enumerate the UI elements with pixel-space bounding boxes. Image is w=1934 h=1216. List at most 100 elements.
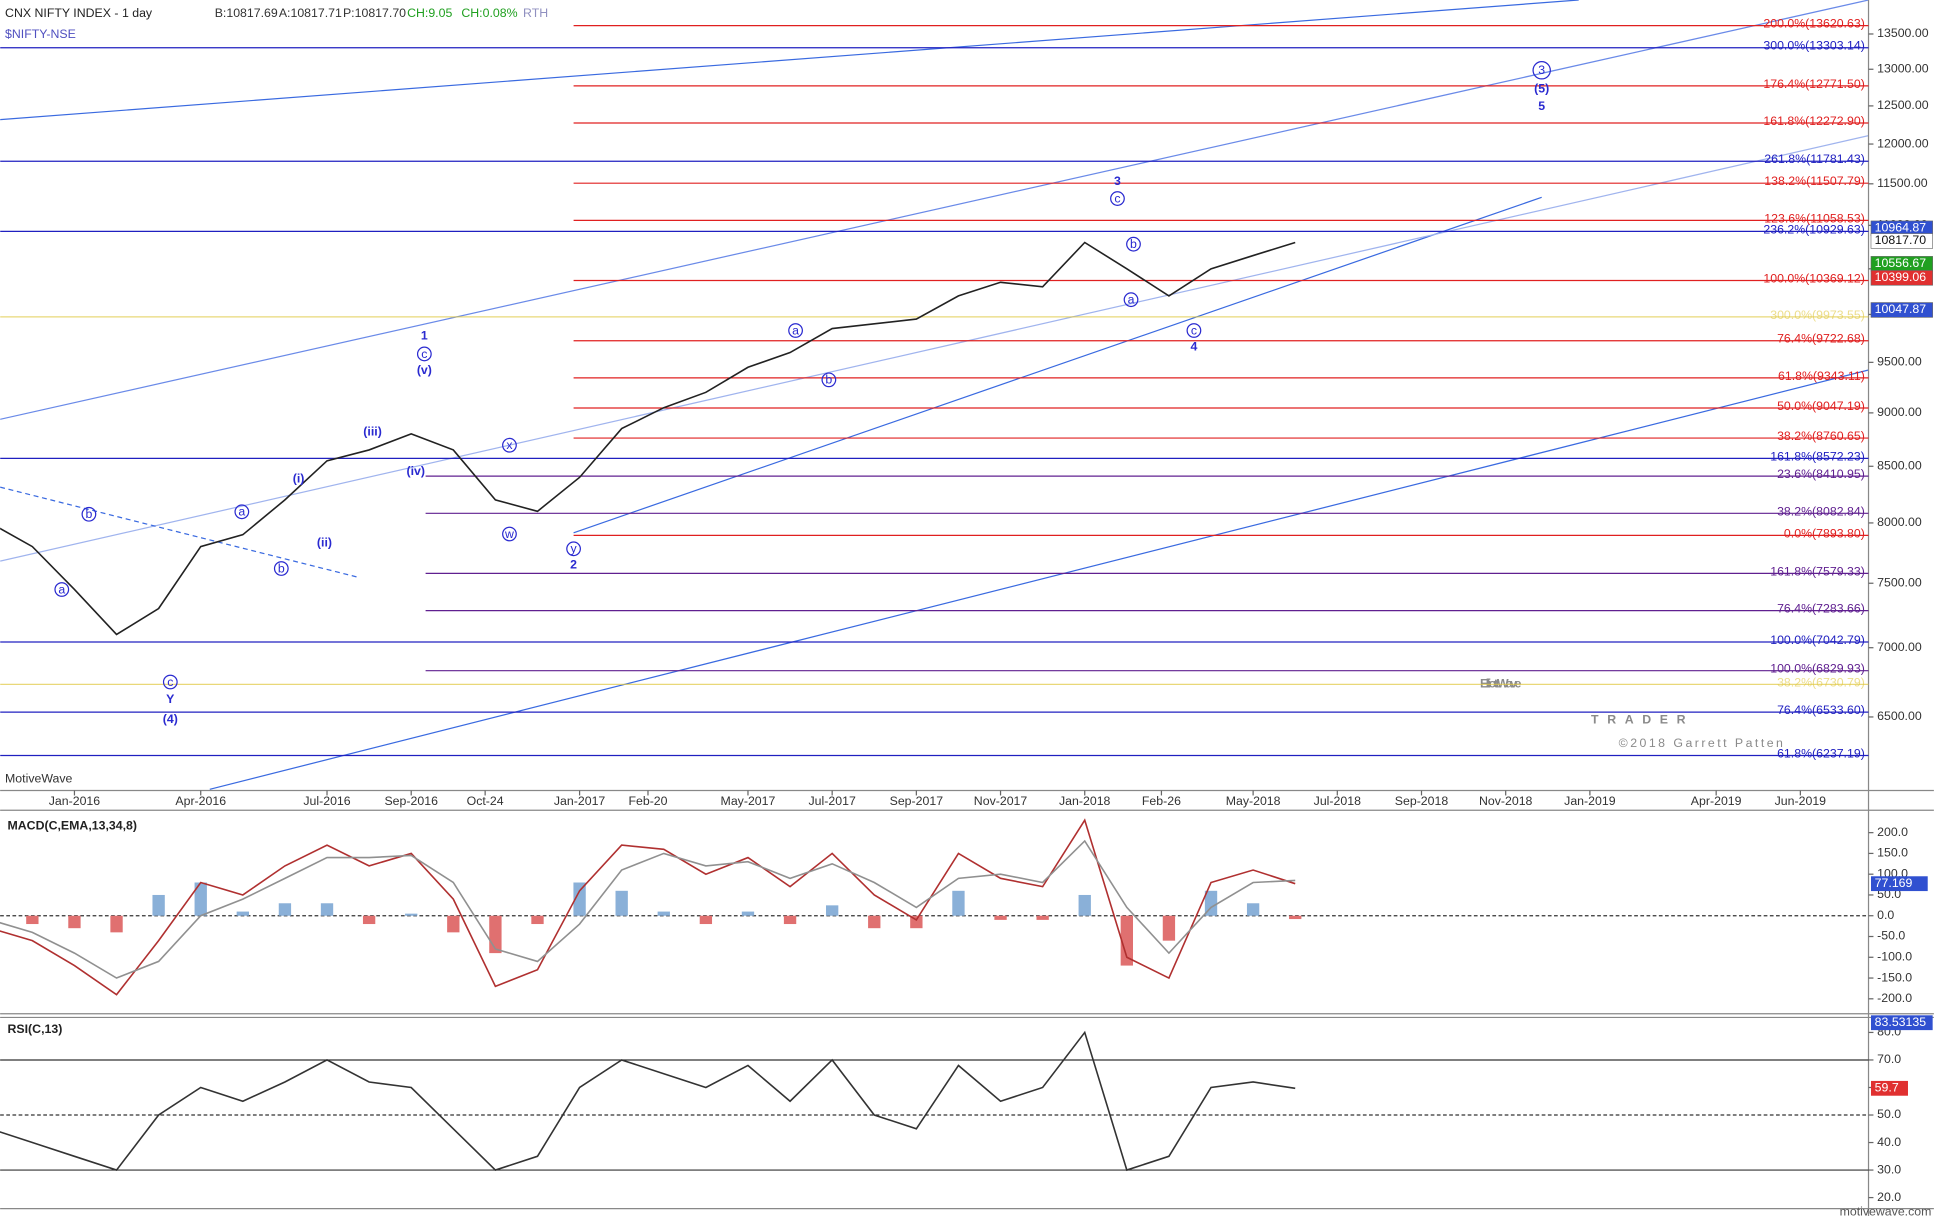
macd-histogram-bar (741, 911, 755, 916)
macd-histogram-bar (1204, 890, 1218, 916)
x-tick-label: Feb-20 (628, 794, 667, 808)
wave-label: c (1191, 323, 1197, 337)
last-value-box (1870, 1080, 1908, 1096)
fib-label: 261.8%(11781.43) (1764, 152, 1865, 166)
wave-label: x (506, 438, 513, 452)
x-tick-label: Sep-2017 (890, 794, 944, 808)
price-marker-label: 10964.87 (1875, 221, 1927, 235)
fib-label: 300.0%(13303.14) (1763, 39, 1864, 53)
fib-label: 38.2%(6730.79) (1777, 675, 1865, 689)
x-tick-label: Jan-2019 (1564, 794, 1616, 808)
wave-label: w (504, 527, 514, 541)
price-marker (1870, 233, 1933, 249)
last-value-box (1870, 876, 1928, 892)
y-tick-label: 6500.00 (1877, 709, 1922, 723)
wave-label: y (571, 542, 578, 556)
wave-circle (273, 561, 289, 576)
y-tick-label: 0.0 (1877, 908, 1894, 922)
y-tick-label: 7000.00 (1877, 640, 1922, 654)
chart-title: CNX NIFTY INDEX - 1 day (5, 6, 153, 20)
fib-label: 100.0%(10369.12) (1763, 272, 1864, 286)
fib-label: 123.6%(11058.53) (1764, 211, 1865, 225)
macd-histogram-bar (236, 911, 249, 916)
fib-label: 138.2%(11507.79) (1764, 174, 1865, 188)
fib-label: 161.8%(8572.23) (1770, 449, 1865, 463)
watermark-copyright: ©2018 Garrett Patten (1619, 736, 1786, 750)
last-value-label: 59.7 (1875, 1081, 1899, 1095)
quote-field: P:10817.70 (343, 6, 406, 20)
wave-label: 4 (1190, 339, 1197, 353)
fib-label: 76.4%(6533.60) (1777, 703, 1865, 717)
y-tick-label: 9500.00 (1877, 355, 1922, 369)
wave-label: Y (166, 692, 175, 706)
macd-histogram-bar (573, 882, 586, 916)
wave-circle (821, 372, 837, 388)
quote-field: A:10817.71 (279, 6, 342, 20)
fib-label: 76.4%(7283.66) (1777, 602, 1865, 616)
fib-label: 236.2%(10929.63) (1763, 222, 1864, 236)
fib-label: 61.8%(6237.19) (1777, 747, 1865, 761)
fib-label: 100.0%(6829.93) (1770, 662, 1865, 676)
wave-label: a (58, 582, 65, 596)
macd-histogram-bar (994, 915, 1007, 920)
price-marker-label: 10399.06 (1875, 270, 1927, 284)
macd-histogram-bar (405, 913, 418, 916)
y-tick-label: 7500.00 (1877, 575, 1922, 589)
fib-label: 300.0%(9973.55) (1770, 308, 1865, 322)
y-tick-label: -200.0 (1877, 991, 1912, 1005)
macd-histogram-bar (657, 911, 670, 916)
y-tick-label: -100.0 (1877, 950, 1912, 964)
macd-histogram-bar (783, 915, 797, 925)
wave-circle (1110, 191, 1125, 206)
y-tick-label: 200.0 (1877, 825, 1908, 839)
fib-label: 61.8%(9343.11) (1778, 369, 1865, 383)
fib-label: 200.0%(13620.63) (1763, 17, 1864, 31)
fib-label: 0.0%(7893.80) (1784, 526, 1865, 540)
macd-line (0, 818, 1296, 996)
marker-box (1870, 1015, 1933, 1031)
watermark-tagline: TRADER (1591, 712, 1694, 726)
wave-label: 2 (570, 558, 577, 572)
y-tick-label: 11500.00 (1877, 176, 1928, 190)
price-marker-label: 10047.87 (1875, 302, 1927, 316)
x-tick-label: Feb-26 (1142, 794, 1181, 808)
macd-histogram-bar (615, 890, 628, 916)
wave-circle (54, 582, 70, 597)
wave-circle (1126, 236, 1141, 252)
x-tick-label: Sep-2016 (384, 794, 438, 808)
x-tick-label: May-2017 (721, 794, 776, 808)
y-tick-label: 50.0 (1877, 1107, 1901, 1121)
x-tick-label: Jun-2019 (1775, 794, 1827, 808)
macd-histogram-bar (68, 915, 81, 929)
y-tick-label: 8000.00 (1877, 515, 1922, 529)
macd-histogram-bar (194, 882, 207, 916)
wave-label: (4) (163, 712, 178, 726)
wave-label: (i) (293, 471, 305, 485)
macd-histogram-bar (1162, 915, 1176, 941)
price-marker-label: 10556.67 (1875, 256, 1927, 270)
wave-label: c (1114, 191, 1120, 205)
wave-label: 3 (1114, 174, 1121, 188)
wave-label: (ii) (317, 536, 332, 550)
y-tick-label: 40.0 (1877, 1135, 1901, 1149)
last-value-label: 77.169 (1875, 876, 1913, 890)
fib-label: 23.6%(8410.95) (1777, 467, 1865, 481)
x-tick-label: May-2018 (1226, 794, 1281, 808)
wave-circle (416, 346, 432, 362)
source: MotiveWave (5, 772, 73, 786)
wave-label: 1 (421, 328, 428, 342)
x-tick-label: Jan-2018 (1059, 794, 1111, 808)
x-tick-label: Jul-2018 (1314, 794, 1361, 808)
rsi-title: RSI(C,13) (8, 1022, 63, 1036)
x-tick-label: Nov-2018 (1479, 794, 1533, 808)
wave-circle (162, 674, 178, 690)
y-tick-label: -150.0 (1877, 970, 1912, 984)
macd-histogram-bar (152, 894, 165, 916)
y-tick-label: 12000.00 (1877, 136, 1929, 150)
price-line (0, 241, 1296, 636)
wave-circle (566, 541, 581, 557)
wave-circle (234, 504, 250, 520)
